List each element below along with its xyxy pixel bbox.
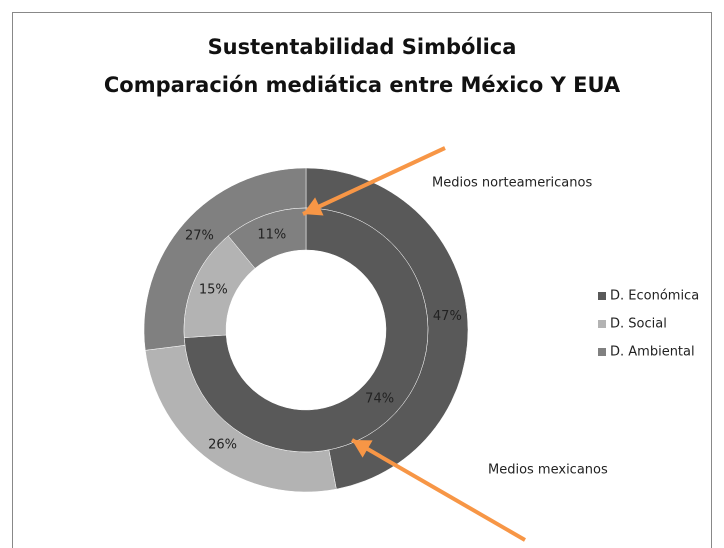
arrow-head	[352, 440, 373, 458]
arrow-line	[350, 438, 527, 542]
legend-swatch	[598, 320, 606, 328]
chart-title: Sustentabilidad Simbólica	[208, 35, 517, 59]
legend-label: D. Social	[610, 317, 667, 332]
legend-swatch	[598, 292, 606, 300]
data-label: 15%	[199, 282, 228, 297]
donut-segment	[183, 207, 429, 453]
annotation: Medios mexicanos	[488, 463, 608, 478]
legend-label: D. Ambiental	[610, 345, 695, 360]
data-label: 11%	[257, 227, 286, 242]
legend-swatch	[598, 348, 606, 356]
arrow-head	[303, 197, 324, 216]
legend-label: D. Económica	[610, 289, 699, 304]
chart-subtitle: Comparación mediática entre México Y EUA	[104, 73, 621, 97]
donut-segment	[227, 207, 307, 269]
data-label: 47%	[433, 309, 462, 324]
data-label: 27%	[185, 229, 214, 244]
arrow-line	[302, 146, 446, 216]
data-label: 26%	[208, 437, 237, 452]
data-label: 74%	[365, 392, 394, 407]
annotation: Medios norteamericanos	[432, 176, 592, 191]
